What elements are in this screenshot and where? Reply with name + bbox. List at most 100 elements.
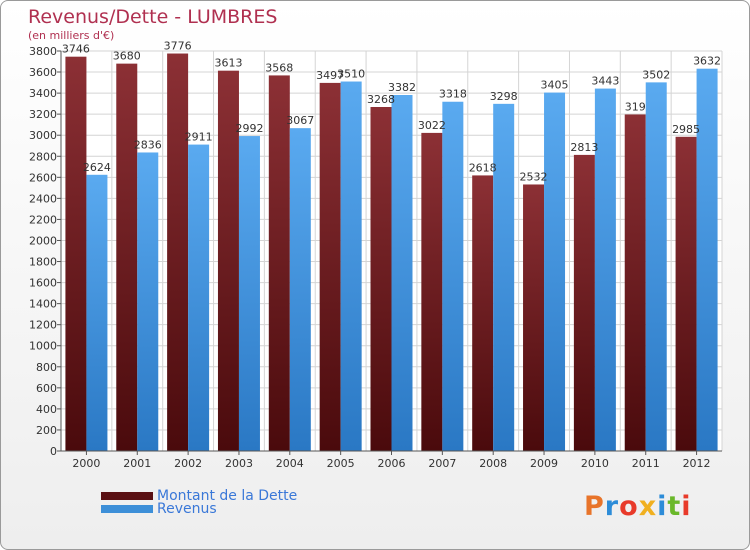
value-label-debt: 2985 — [672, 123, 700, 136]
x-tick-label: 2001 — [123, 457, 151, 470]
value-label-revenue: 2836 — [134, 138, 162, 151]
y-tick-label: 1800 — [29, 256, 57, 269]
value-label-revenue: 3298 — [490, 90, 518, 103]
y-tick-label: 0 — [50, 445, 57, 458]
x-tick-label: 2011 — [632, 457, 660, 470]
y-tick-label: 2400 — [29, 192, 57, 205]
y-tick-label: 2000 — [29, 234, 57, 247]
value-label-revenue: 3502 — [642, 68, 670, 81]
legend-label-debt: Montant de la Dette — [157, 488, 298, 504]
bar-debt — [167, 53, 189, 452]
value-labels: 3746 2624 3680 2836 3776 2911 3613 2992 3568 3067… — [62, 40, 721, 184]
bar-debt — [523, 184, 545, 451]
value-label-debt: 319 — [625, 100, 646, 113]
bar-revenue — [442, 101, 464, 451]
logo-letter: t — [667, 491, 682, 522]
legend-swatch-revenue — [101, 505, 153, 513]
y-tick-label: 3200 — [29, 108, 57, 121]
value-label-debt: 3022 — [418, 119, 446, 132]
bar-debt — [116, 63, 138, 451]
value-label-debt: 3568 — [265, 61, 293, 74]
bar-revenue — [493, 103, 515, 451]
value-label-revenue: 3443 — [591, 75, 619, 88]
value-label-debt: 3680 — [113, 50, 141, 63]
bar-revenue — [696, 68, 718, 452]
x-tick-label: 2007 — [428, 457, 456, 470]
y-tick-label: 3400 — [29, 87, 57, 100]
axes: 0 200 400 600 800 1000 1200 1400 1600 1800 2000 220… — [29, 45, 722, 470]
y-tick-label: 600 — [36, 382, 57, 395]
proxiti-logo: Proxiti — [584, 491, 692, 522]
y-tick-label: 2800 — [29, 150, 57, 163]
value-label-revenue: 3510 — [337, 68, 365, 81]
bar-revenue — [544, 92, 566, 451]
y-tick-label: 400 — [36, 403, 57, 416]
bar-debt — [370, 107, 392, 451]
y-tick-label: 3600 — [29, 66, 57, 79]
value-label-revenue: 2992 — [235, 122, 263, 135]
bar-debt — [472, 175, 494, 451]
bar-revenue — [594, 88, 616, 451]
legend-swatch-debt — [101, 492, 153, 500]
bar-debt — [268, 75, 290, 451]
legend-item-revenue: Revenus — [101, 502, 217, 516]
bar-revenue — [340, 81, 362, 452]
y-tick-label: 800 — [36, 361, 57, 374]
value-label-revenue: 3318 — [439, 88, 467, 101]
logo-letter: r — [604, 491, 620, 522]
value-label-debt: 3613 — [214, 57, 242, 70]
y-tick-label: 2200 — [29, 213, 57, 226]
legend-label-revenue: Revenus — [157, 501, 217, 517]
bar-debt — [217, 70, 239, 452]
logo-letter: o — [619, 491, 639, 522]
value-label-debt: 2532 — [520, 170, 548, 183]
value-label-revenue: 3405 — [541, 79, 569, 92]
logo-letter: P — [584, 491, 605, 522]
y-tick-label: 200 — [36, 424, 57, 437]
bar-revenue — [391, 95, 413, 451]
x-tick-label: 2006 — [378, 457, 406, 470]
bar-debt — [65, 56, 87, 452]
y-tick-label: 1200 — [29, 319, 57, 332]
bar-debt — [421, 132, 443, 452]
bar-debt — [675, 136, 697, 451]
bar-revenue — [289, 128, 311, 451]
x-tick-label: 2003 — [225, 457, 253, 470]
value-label-revenue: 2624 — [83, 161, 111, 174]
value-label-debt: 3497 — [316, 69, 344, 82]
y-tick-label: 3000 — [29, 129, 57, 142]
legend-item-debt: Montant de la Dette — [101, 489, 297, 503]
y-tick-label: 2600 — [29, 171, 57, 184]
bars — [65, 53, 718, 452]
bar-revenue — [188, 144, 210, 451]
y-tick-label: 1600 — [29, 277, 57, 290]
bar-revenue — [137, 152, 159, 451]
value-label-debt: 3776 — [164, 40, 192, 53]
value-label-revenue: 3632 — [693, 55, 721, 68]
value-label-debt: 2618 — [469, 161, 497, 174]
value-label-debt: 3268 — [367, 93, 395, 106]
bar-revenue — [645, 82, 667, 452]
y-tick-label: 1400 — [29, 298, 57, 311]
bar-debt — [624, 114, 646, 451]
logo-letter: i — [657, 491, 668, 522]
x-tick-label: 2005 — [327, 457, 355, 470]
bar-revenue — [238, 136, 260, 452]
y-tick-label: 3800 — [29, 45, 57, 58]
bar-debt — [319, 82, 341, 451]
x-tick-label: 2000 — [72, 457, 100, 470]
value-label-debt: 3746 — [62, 43, 90, 56]
bar-chart: 3746 2624 3680 2836 3776 2911 3613 2992 3568 3067… — [29, 40, 723, 470]
x-tick-label: 2002 — [174, 457, 202, 470]
x-tick-label: 2010 — [581, 457, 609, 470]
x-tick-label: 2004 — [276, 457, 304, 470]
value-label-debt: 2813 — [570, 141, 598, 154]
logo-letter: i — [681, 491, 692, 522]
x-tick-label: 2012 — [683, 457, 711, 470]
value-label-revenue: 2911 — [185, 131, 213, 144]
value-label-revenue: 3067 — [286, 114, 314, 127]
chart-title: Revenus/Dette - LUMBRES — [28, 6, 278, 28]
bar-revenue — [86, 174, 108, 451]
logo-letter: x — [638, 491, 658, 522]
